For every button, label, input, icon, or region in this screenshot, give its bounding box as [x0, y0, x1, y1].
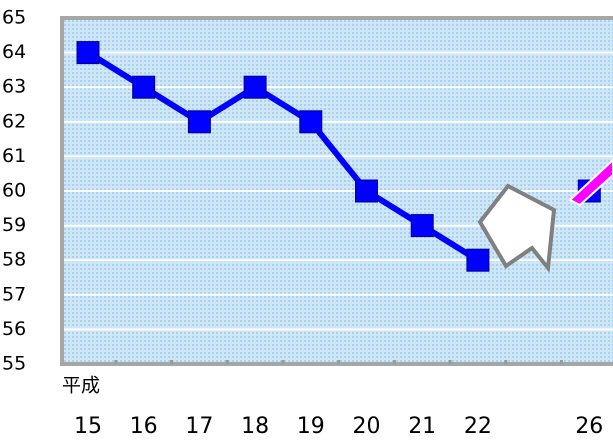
point-marker [188, 111, 210, 133]
y-tick-label: 56 [2, 318, 26, 340]
y-tick-label: 58 [2, 249, 26, 271]
x-tick-label: 20 [353, 414, 381, 439]
x-tick-label: 15 [74, 414, 102, 439]
y-tick-label: 63 [2, 76, 26, 98]
x-tick-label: 17 [185, 414, 213, 439]
point-marker [77, 42, 99, 64]
x-prefix: 平成 [62, 375, 100, 397]
x-tick-label: 16 [130, 414, 158, 439]
x-tick-label: 21 [408, 414, 436, 439]
x-tick-label: 19 [297, 414, 325, 439]
point-marker [356, 180, 378, 202]
y-tick-label: 55 [2, 353, 26, 375]
point-marker [411, 215, 433, 237]
chart: 平成 55 56 57 58 59 60 61 62 63 64 65 15 16 17 18 19 20 21 2… [0, 0, 613, 443]
y-tick-label: 61 [2, 145, 26, 167]
y-tick-label: 65 [2, 7, 26, 29]
y-tick-label: 64 [2, 41, 26, 63]
point-marker [467, 249, 489, 271]
x-tick-label: 22 [464, 414, 492, 439]
x-tick-label: 18 [241, 414, 269, 439]
y-tick-label: 59 [2, 214, 26, 236]
y-tick-label: 62 [2, 110, 26, 132]
page: {"chart_data": {"type": "line", "x_prefi… [0, 0, 613, 443]
point-marker [244, 76, 266, 98]
point-marker [300, 111, 322, 133]
y-tick-label: 57 [2, 283, 26, 305]
y-tick-label: 60 [2, 180, 26, 202]
point-marker [133, 76, 155, 98]
x-tick-label: 26 [575, 414, 603, 439]
